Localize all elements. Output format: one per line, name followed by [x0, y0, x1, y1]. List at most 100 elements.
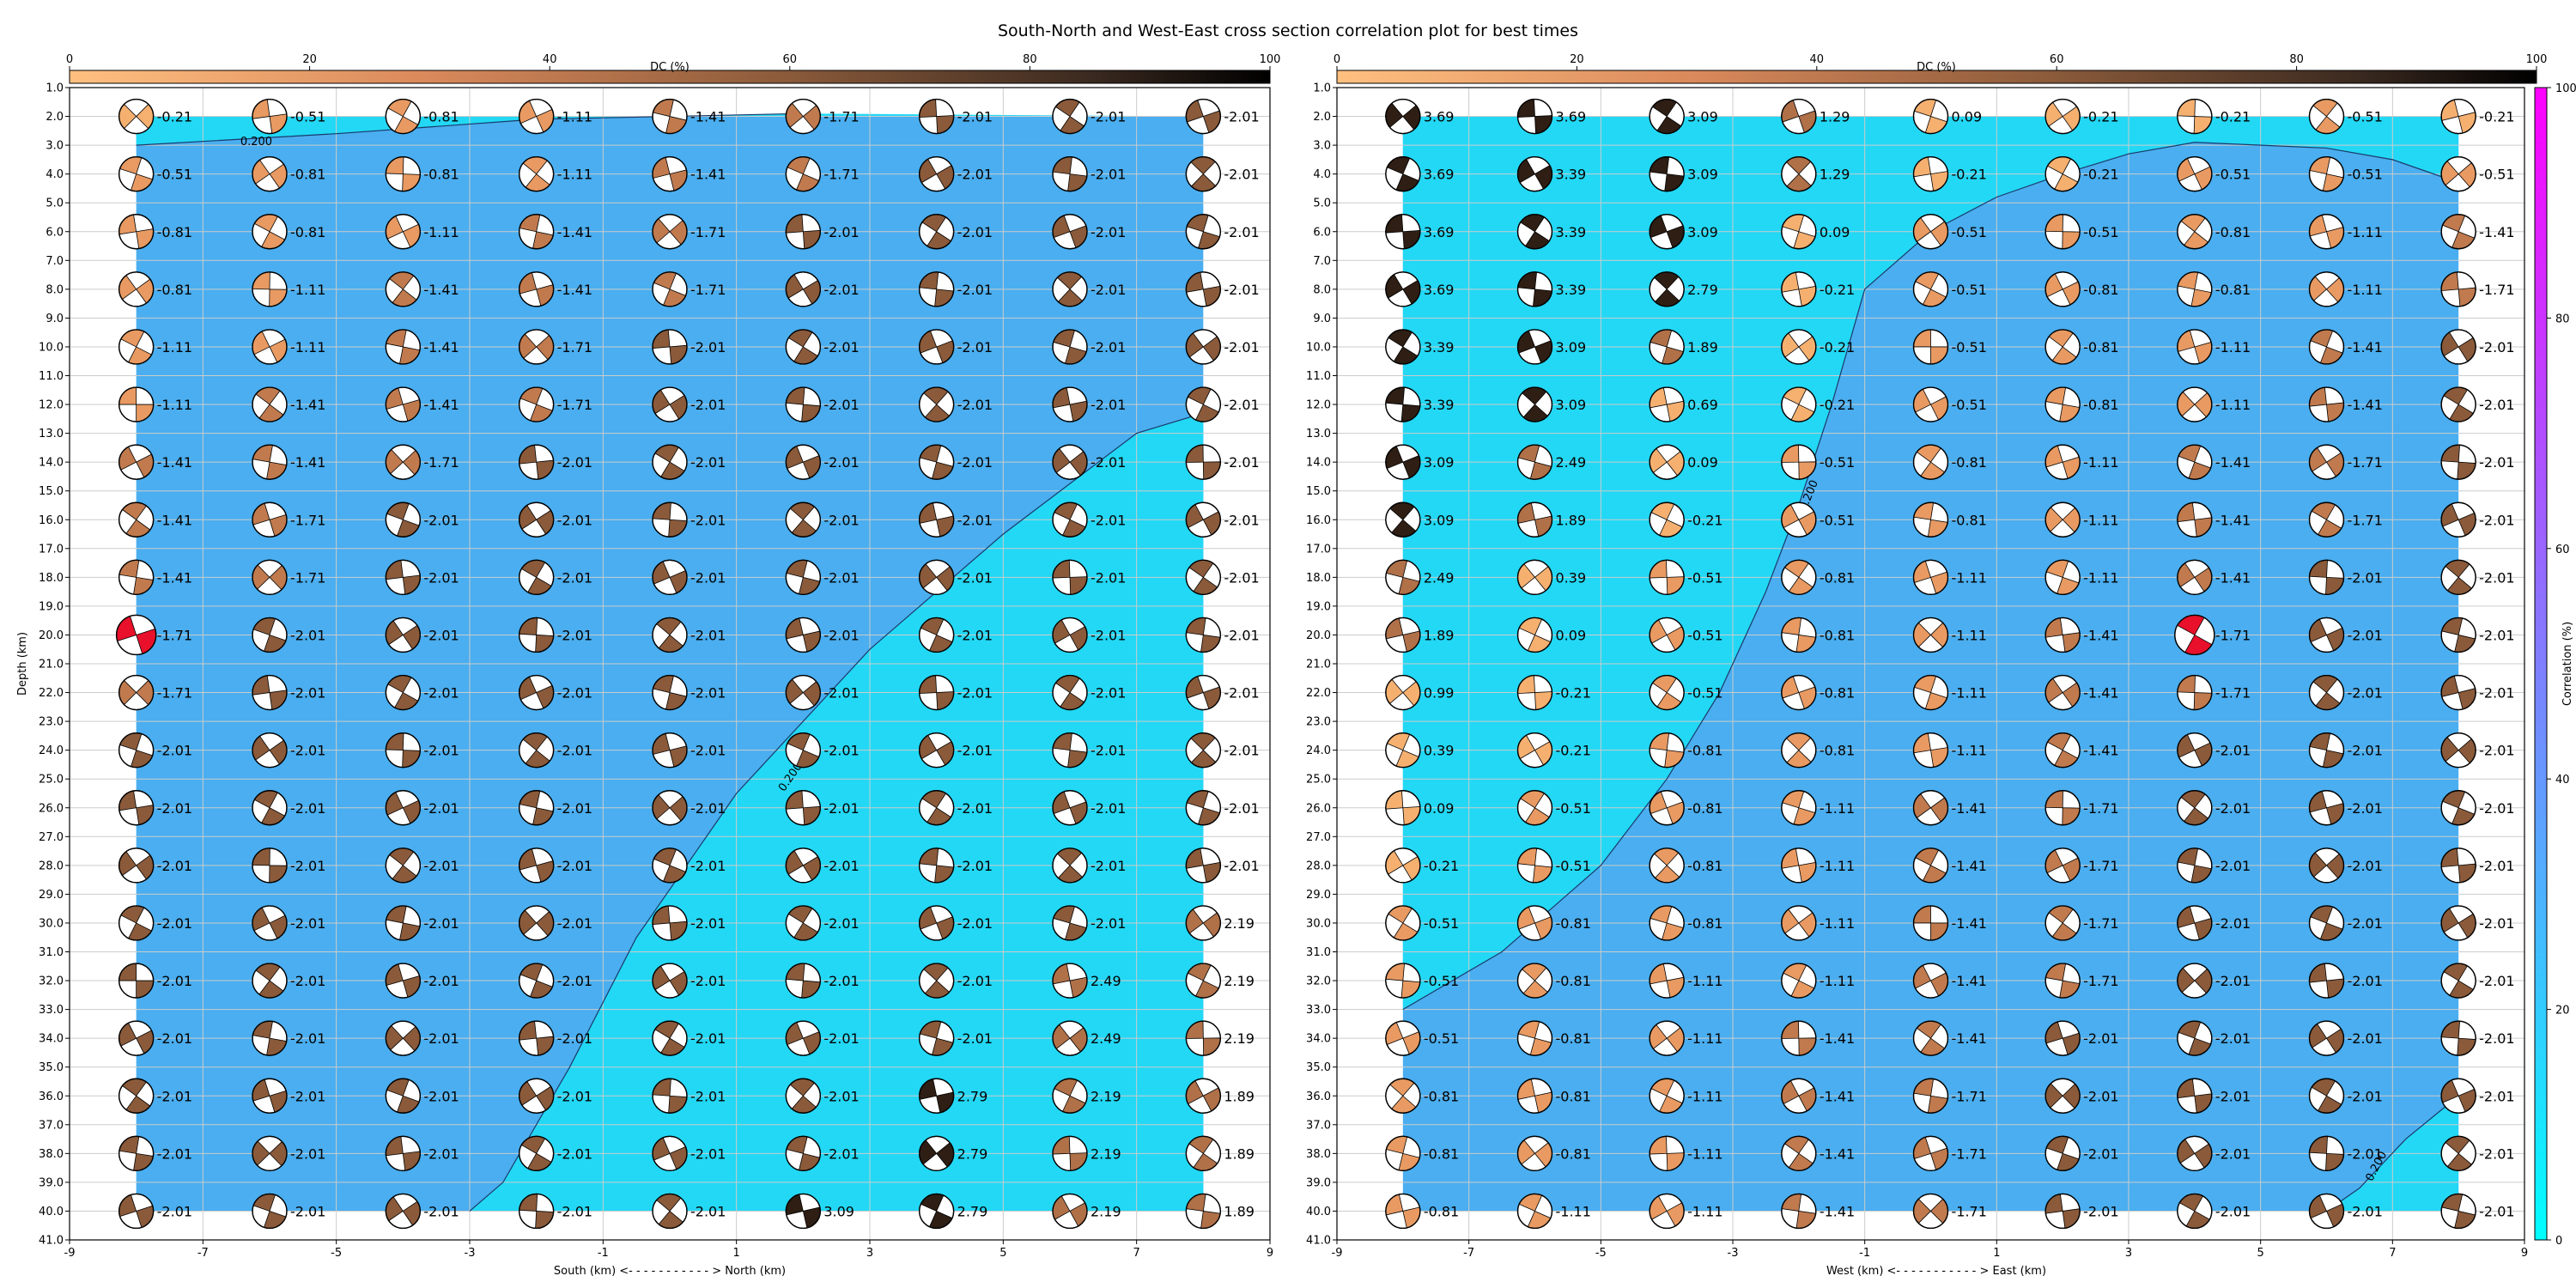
- focal-mechanism: [518, 329, 555, 365]
- focal-mechanism-rim: [1052, 1020, 1088, 1056]
- focal-mechanism-rim: [918, 386, 955, 422]
- time-label: -2.01: [2215, 800, 2251, 817]
- time-label: -2.01: [1224, 858, 1259, 874]
- time-label: -0.81: [1687, 743, 1722, 759]
- time-label: -2.01: [2215, 973, 2251, 989]
- x-tick-label: 9: [1267, 1247, 1273, 1260]
- focal-mechanism-rim: [1516, 1193, 1553, 1230]
- focal-mechanism: [518, 559, 555, 596]
- time-label: -1.41: [2083, 627, 2118, 643]
- focal-mechanism: [1185, 848, 1222, 884]
- time-label: -1.11: [1556, 1203, 1591, 1219]
- focal-mechanism-rim: [2044, 905, 2081, 941]
- time-label: -2.01: [690, 1145, 726, 1162]
- x-tick-label: -7: [1463, 1247, 1474, 1260]
- focal-mechanism: [2440, 271, 2476, 307]
- time-label: -1.11: [1820, 858, 1855, 874]
- focal-mechanism-rim: [1649, 790, 1685, 826]
- time-label: 2.19: [1224, 1030, 1255, 1047]
- focal-mechanism: [118, 214, 155, 250]
- time-label: -2.01: [690, 1030, 726, 1047]
- focal-mechanism-rim: [252, 98, 288, 135]
- focal-mechanism-rim: [652, 559, 688, 596]
- focal-mechanism: [2308, 617, 2345, 653]
- focal-mechanism-rim: [1385, 271, 1421, 307]
- time-label: 2.19: [1091, 1145, 1121, 1162]
- time-label: -2.01: [423, 569, 459, 586]
- focal-mechanism-rim: [1385, 674, 1421, 711]
- focal-mechanism-rim: [1516, 444, 1553, 480]
- focal-mechanism-rim: [385, 848, 422, 884]
- y-tick-label: 2.0: [46, 111, 64, 124]
- focal-mechanism-rim: [2044, 155, 2081, 192]
- focal-mechanism: [252, 501, 288, 538]
- focal-mechanism-rim: [118, 98, 155, 135]
- focal-mechanism: [2440, 444, 2476, 480]
- focal-mechanism-rim: [918, 905, 955, 941]
- focal-mechanism-rim: [2177, 329, 2213, 365]
- focal-mechanism: [1516, 98, 1553, 135]
- focal-mechanism-rim: [518, 501, 555, 538]
- dc-colorbar-label-right: DC (%): [1917, 61, 1956, 74]
- focal-mechanism: [2177, 559, 2213, 596]
- focal-mechanism: [385, 98, 422, 135]
- y-tick-label: 22.0: [1306, 687, 1331, 700]
- time-label: -0.51: [1424, 915, 1459, 932]
- time-label: -2.01: [823, 1145, 859, 1162]
- y-tick-label: 32.0: [39, 975, 64, 988]
- focal-mechanism: [118, 155, 155, 192]
- focal-mechanism: [252, 617, 288, 653]
- time-label: -1.41: [290, 397, 325, 413]
- focal-mechanism-rim: [652, 848, 688, 884]
- focal-mechanism-rim: [252, 1020, 288, 1056]
- focal-mechanism: [1649, 1193, 1685, 1230]
- y-tick-label: 29.0: [39, 889, 64, 902]
- focal-mechanism-rim: [2308, 848, 2345, 884]
- focal-mechanism: [918, 732, 955, 769]
- focal-mechanism: [252, 155, 288, 192]
- time-label: -0.81: [2083, 339, 2118, 355]
- focal-mechanism-rim: [1649, 155, 1685, 192]
- focal-mechanism: [1516, 1193, 1553, 1230]
- focal-mechanism-rim: [1781, 848, 1817, 884]
- time-label: -2.01: [2083, 1088, 2118, 1104]
- focal-mechanism-rim: [785, 1078, 822, 1114]
- focal-mechanism-rim: [1781, 98, 1817, 135]
- focal-mechanism: [1781, 501, 1817, 538]
- focal-mechanism: [1385, 1020, 1421, 1056]
- focal-mechanism: [2440, 559, 2476, 596]
- focal-mechanisms: -0.21 -0.51 -0.81 -1.11 -1.41 -1.71 -2.01 -2.01…: [115, 98, 1260, 1230]
- focal-mechanism-rim: [518, 674, 555, 711]
- focal-mechanism: [1385, 386, 1421, 422]
- time-label: -1.41: [1952, 915, 1987, 932]
- time-label: -2.01: [823, 512, 859, 528]
- dc-colorbar-left: [69, 70, 1271, 84]
- focal-mechanism-rim: [1781, 963, 1817, 999]
- focal-mechanism: [1912, 329, 1949, 365]
- time-label: -1.11: [2083, 512, 2118, 528]
- focal-mechanism: [385, 214, 422, 250]
- focal-mechanism-rim: [1781, 1193, 1817, 1230]
- time-label: -2.01: [823, 282, 859, 298]
- y-tick-label: 26.0: [39, 802, 64, 815]
- time-label: -1.71: [2083, 800, 2118, 817]
- time-label: -0.51: [1952, 224, 1987, 240]
- focal-mechanism: [1912, 214, 1949, 250]
- time-label: -1.41: [1952, 1030, 1987, 1047]
- focal-mechanism-rim: [1516, 790, 1553, 826]
- y-tick-label: 8.0: [1313, 283, 1331, 296]
- focal-mechanism-rim: [1185, 501, 1222, 538]
- time-label: -1.41: [1952, 800, 1987, 817]
- focal-mechanism: [2044, 732, 2081, 769]
- focal-mechanism: [2440, 214, 2476, 250]
- time-label: -2.01: [2479, 800, 2514, 817]
- time-label: -1.71: [2348, 512, 2383, 528]
- time-label: -2.01: [957, 800, 993, 817]
- time-label: -2.01: [557, 685, 592, 702]
- time-label: -1.41: [690, 167, 726, 183]
- focal-mechanism-rim: [118, 501, 155, 538]
- focal-mechanism-rim: [1052, 848, 1088, 884]
- time-label: 3.09: [1424, 454, 1455, 471]
- focal-mechanism: [385, 501, 422, 538]
- time-label: 1.29: [1820, 167, 1850, 183]
